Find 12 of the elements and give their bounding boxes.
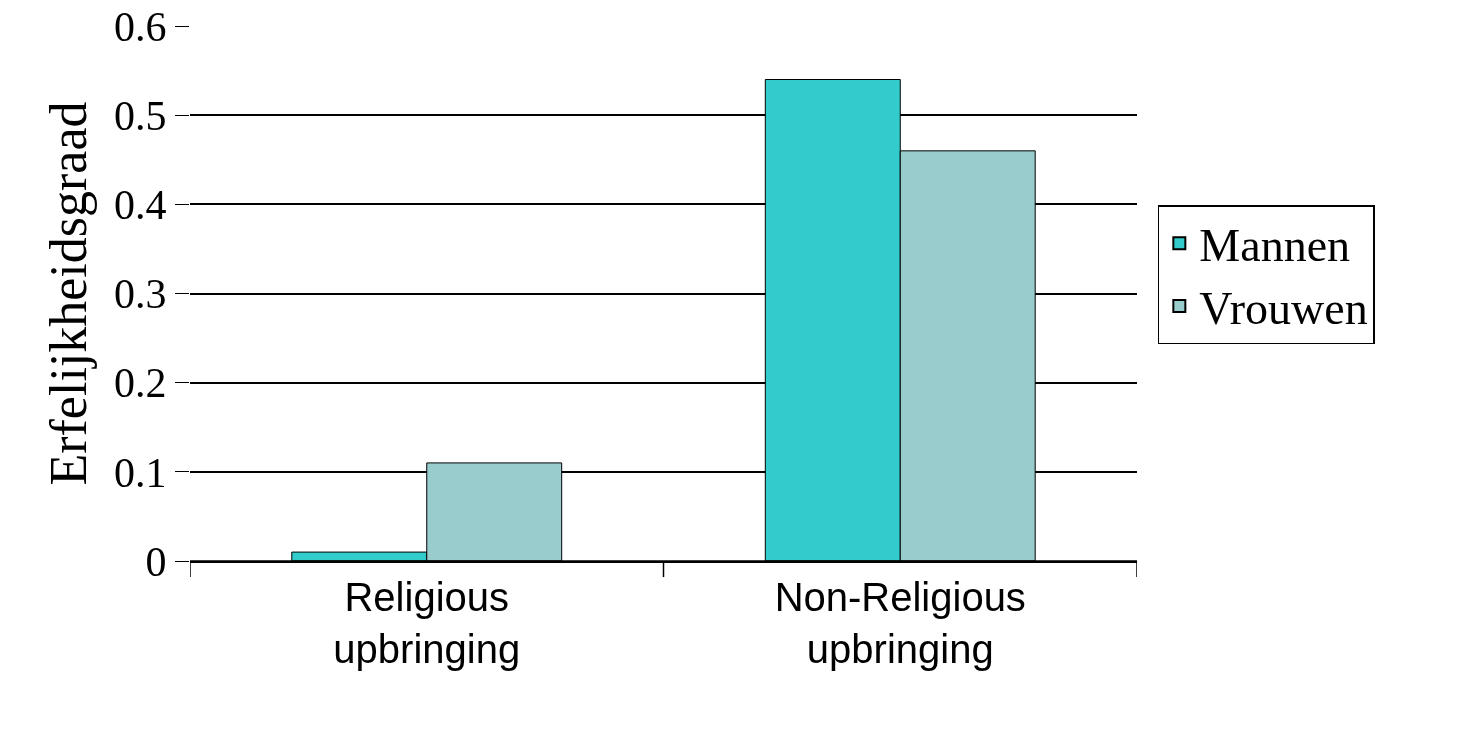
- y-tick-label: 0.4: [114, 182, 167, 229]
- legend-label: Mannen: [1199, 220, 1351, 272]
- y-tick-label: 0.5: [114, 92, 167, 139]
- x-tick-label: Religious upbringing: [333, 574, 521, 671]
- y-tick-label: 0: [145, 538, 167, 585]
- y-tick-label: 0.2: [114, 360, 167, 407]
- y-tick-label: 0.3: [114, 271, 167, 318]
- x-tick-label: Non-Religious upbringing: [774, 574, 1026, 671]
- legend-label: Vrouwen: [1199, 282, 1368, 334]
- y-axis-title: Erfelijkheidsgraad: [40, 101, 98, 486]
- y-tick-label: 0.6: [114, 3, 167, 50]
- y-tick-label: 0.1: [114, 449, 167, 496]
